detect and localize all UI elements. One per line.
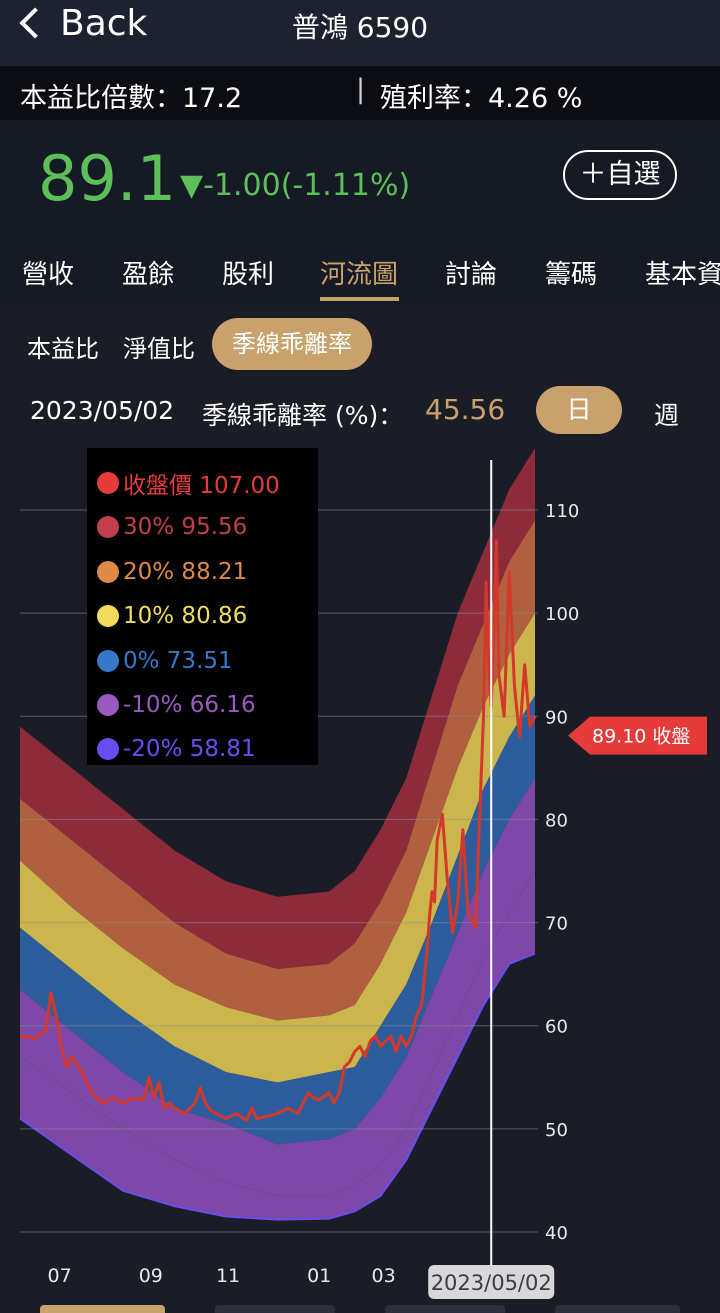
cursor-date-badge <box>428 1265 555 1299</box>
river-chart[interactable]: 2023/05/02 110 100 90 80 70 60 50 40 07 09 11 01 03… <box>0 440 720 1313</box>
y-tick-label: 60 <box>545 1017 568 1038</box>
deviation-label: 季線乖離率 (%)： <box>202 401 404 430</box>
y-tick-label: 100 <box>545 604 579 625</box>
legend-dot-icon <box>97 694 119 716</box>
back-button[interactable]: Back <box>14 0 147 46</box>
x-tick-label: 09 <box>139 1265 163 1287</box>
band-0-minus-10 <box>20 778 535 1196</box>
subtab-pe[interactable]: 本益比 <box>27 335 99 363</box>
tab-revenue[interactable]: 營收 <box>22 260 75 290</box>
bottom-stub <box>215 1305 335 1313</box>
legend-item-20: 20% 88.21 <box>97 557 247 587</box>
legend-dot-icon <box>97 738 119 760</box>
tab-basic-info[interactable]: 基本資 <box>645 260 720 290</box>
page-title: 普鴻 6590 <box>291 11 429 44</box>
back-label: Back <box>60 2 148 44</box>
legend-item-30: 30% 95.56 <box>97 512 247 542</box>
legend-dot-icon <box>97 605 119 627</box>
info-bar: 2023/05/02 季線乖離率 (%)： 45.56 日 週 <box>0 384 720 440</box>
legend-dot-icon <box>97 561 119 583</box>
band-30-20 <box>20 520 535 1021</box>
selected-date: 2023/05/02 <box>30 396 175 425</box>
bottom-stub <box>40 1305 165 1313</box>
band-above-30 <box>20 448 535 969</box>
legend-label: 30% 95.56 <box>123 514 248 540</box>
active-tab-indicator <box>320 297 399 301</box>
band-minus-10-minus-20 <box>20 871 535 1220</box>
tab-earnings[interactable]: 盈餘 <box>122 260 175 290</box>
band-minus-20-line <box>19 952 536 1221</box>
legend-dot-icon <box>97 472 119 494</box>
legend-dot-icon <box>97 516 119 538</box>
bottom-toolbar-peek <box>0 1305 720 1313</box>
legend-label: 20% 88.21 <box>123 559 248 585</box>
legend-label: 0% 73.51 <box>123 648 233 674</box>
tab-river-chart[interactable]: 河流圖 <box>320 260 399 290</box>
price-series-line <box>19 539 537 1123</box>
price-change: ▼-1.00(-1.11%) <box>180 168 411 203</box>
ratio-separator: | <box>356 74 366 105</box>
band-20-10 <box>20 613 535 1083</box>
tab-chips[interactable]: 籌碼 <box>545 260 598 290</box>
x-tick-label: 03 <box>371 1265 395 1287</box>
legend-item-minus-10: -10% 66.16 <box>97 690 256 720</box>
quote-panel: 89.1 ▼-1.00(-1.11%) ＋自選 <box>0 120 720 240</box>
x-tick-label: 01 <box>307 1265 331 1287</box>
subtab-quarterly-deviation[interactable]: 季線乖離率 <box>212 318 372 370</box>
legend-item-minus-20: -20% 58.81 <box>97 734 256 764</box>
current-price: 89.1 <box>38 142 177 215</box>
legend-item-0: 0% 73.51 <box>97 646 233 676</box>
legend-label: 收盤價 107.00 <box>123 473 280 499</box>
deviation-value: 45.56 <box>425 393 506 426</box>
chart-legend: 收盤價 107.00 30% 95.56 20% 88.21 10% 80.86… <box>87 448 318 765</box>
last-price-tag <box>568 716 707 755</box>
y-tick-label: 110 <box>545 501 579 522</box>
x-tick-label: 11 <box>216 1265 240 1287</box>
subtab-pb[interactable]: 淨值比 <box>123 335 195 363</box>
tab-discussion[interactable]: 討論 <box>445 260 498 290</box>
bottom-stub <box>385 1305 505 1313</box>
y-tick-label: 40 <box>545 1223 568 1244</box>
legend-label: -20% 58.81 <box>123 736 256 762</box>
nav-bar: Back 普鴻 6590 <box>0 0 720 66</box>
band-10-0 <box>20 695 535 1145</box>
main-tabs: 營收 盈餘 股利 河流圖 討論 籌碼 基本資 <box>0 240 720 304</box>
last-price-label: 89.10 收盤 <box>592 726 690 748</box>
chart-svg[interactable]: 2023/05/02 110 100 90 80 70 60 50 40 07 09 11 01 03… <box>0 440 720 1305</box>
x-tick-label: 07 <box>48 1265 72 1287</box>
legend-label: 10% 80.86 <box>123 603 248 629</box>
legend-item-close: 收盤價 107.00 <box>97 468 280 499</box>
ratio-bar: 本益比倍數：17.2 | 殖利率：4.26 % <box>0 66 720 120</box>
y-tick-label: 80 <box>545 810 568 831</box>
dividend-yield: 殖利率：4.26 % <box>380 83 583 114</box>
legend-label: -10% 66.16 <box>123 692 256 718</box>
bottom-stub <box>555 1305 680 1313</box>
legend-item-10: 10% 80.86 <box>97 601 247 631</box>
tab-dividend[interactable]: 股利 <box>222 260 275 290</box>
period-week-button[interactable]: 週 <box>654 401 680 430</box>
y-tick-label: 70 <box>545 914 568 935</box>
add-watchlist-button[interactable]: ＋自選 <box>563 150 677 200</box>
cursor-date-label: 2023/05/02 <box>431 1271 552 1295</box>
y-tick-label: 90 <box>545 707 568 728</box>
period-day-button[interactable]: 日 <box>536 386 622 434</box>
pe-ratio: 本益比倍數：17.2 <box>20 83 243 114</box>
y-tick-label: 50 <box>545 1120 568 1141</box>
sub-tabs: 本益比 淨值比 季線乖離率 <box>0 304 720 384</box>
legend-dot-icon <box>97 650 119 672</box>
